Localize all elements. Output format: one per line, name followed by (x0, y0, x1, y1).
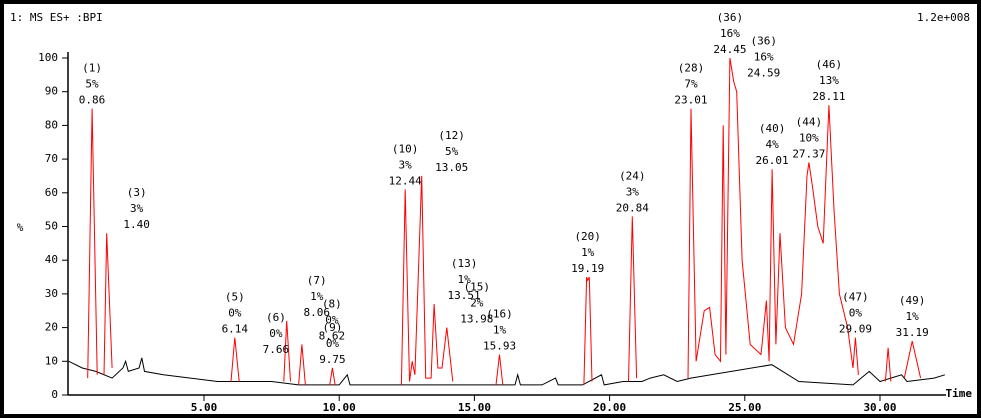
y-tick-label: 40 (45, 253, 58, 266)
scale-label: 1.2e+008 (917, 11, 970, 24)
peak-label: (16) (486, 308, 513, 321)
peak-percent: 2% (470, 297, 484, 310)
peak-label: (7) (307, 274, 327, 287)
peak-time: 28.11 (812, 90, 845, 103)
y-tick-label: 20 (45, 321, 58, 334)
peak-time: 15.93 (483, 340, 516, 353)
peak-percent: 13% (819, 74, 839, 87)
x-tick-label: 5.00 (191, 401, 218, 414)
peak-percent: 5% (85, 78, 99, 91)
peak-time: 19.19 (571, 262, 604, 275)
y-tick-label: 60 (45, 186, 58, 199)
peak-time: 1.40 (123, 218, 150, 231)
y-tick-label: 10 (45, 354, 58, 367)
peak-time: 27.37 (792, 147, 825, 160)
peak-percent: 0% (269, 327, 283, 340)
x-axis-label: Time (946, 387, 973, 400)
peak-time: 29.09 (839, 323, 872, 336)
peak-label: (9) (323, 321, 343, 334)
peak-time: 8.62 (319, 329, 346, 342)
peak-label: (5) (225, 291, 245, 304)
x-tick-label: 30.00 (863, 401, 896, 414)
peak-label: (6) (266, 311, 286, 324)
trace (87, 57, 922, 385)
peak-time: 0.86 (79, 94, 106, 107)
peak-label: (47) (842, 291, 869, 304)
peak-percent: 3% (130, 202, 144, 215)
peak-time: 9.75 (319, 353, 346, 366)
peak-time: 13.05 (435, 161, 468, 174)
y-tick-label: 50 (45, 220, 58, 233)
peak-time: 8.06 (303, 306, 330, 319)
chart-title: 1: MS ES+ :BPI (10, 11, 103, 24)
peak-label: (1) (82, 62, 102, 75)
peak-label: (10) (392, 142, 419, 155)
peak-percent: 1% (906, 310, 920, 323)
peak-time: 24.45 (713, 43, 746, 56)
peak-time: 23.01 (674, 94, 707, 107)
peak-percent: 16% (754, 51, 774, 64)
peak-percent: 16% (720, 27, 740, 40)
peak-label: (44) (796, 115, 823, 128)
peak-percent: 0% (325, 313, 339, 326)
peak-time: 13.98 (460, 313, 493, 326)
peak-percent: 1% (581, 246, 595, 259)
peak-label: (24) (619, 169, 646, 182)
x-tick-label: 25.00 (728, 401, 761, 414)
y-tick-label: 100 (38, 51, 58, 64)
peak-percent: 3% (399, 158, 413, 171)
peak-percent: 1% (457, 273, 471, 286)
y-tick-label: 0 (51, 388, 58, 401)
peak-time: 12.44 (389, 174, 422, 187)
peak-label: (40) (759, 122, 786, 135)
y-tick-label: 30 (45, 287, 58, 300)
peak-percent: 3% (626, 185, 640, 198)
peak-label: (12) (438, 129, 465, 142)
peak-time: 26.01 (756, 154, 789, 167)
peak-label: (46) (816, 58, 843, 71)
peak-label: (49) (899, 294, 926, 307)
y-tick-label: 90 (45, 85, 58, 98)
x-tick-label: 10.00 (323, 401, 356, 414)
peak-percent: 0% (326, 337, 340, 350)
peak-label: (8) (322, 297, 342, 310)
peak-time: 24.59 (747, 67, 780, 80)
peak-time: 7.66 (263, 343, 290, 356)
peak-percent: 5% (445, 145, 459, 158)
y-axis-label: % (17, 221, 24, 234)
peak-label: (13) (451, 257, 478, 270)
y-tick-label: 80 (45, 118, 58, 131)
peak-time: 20.84 (616, 201, 649, 214)
trace (68, 357, 946, 386)
peak-label: (36) (750, 35, 777, 48)
peak-label: (15) (464, 281, 491, 294)
peak-label: (3) (127, 186, 147, 199)
peak-time: 13.51 (448, 289, 481, 302)
peak-percent: 1% (493, 324, 507, 337)
x-tick-label: 15.00 (458, 401, 491, 414)
peak-percent: 7% (684, 78, 698, 91)
peak-percent: 10% (799, 131, 819, 144)
peak-percent: 0% (849, 307, 863, 320)
y-tick-label: 70 (45, 152, 58, 165)
peak-time: 6.14 (222, 323, 249, 336)
x-tick-label: 20.00 (593, 401, 626, 414)
peak-percent: 1% (310, 290, 324, 303)
peak-label: (20) (574, 230, 601, 243)
peak-percent: 0% (228, 307, 242, 320)
peak-label: (28) (678, 62, 705, 75)
peak-label: (36) (717, 11, 744, 24)
peak-time: 31.19 (896, 326, 929, 339)
peak-percent: 4% (765, 138, 779, 151)
